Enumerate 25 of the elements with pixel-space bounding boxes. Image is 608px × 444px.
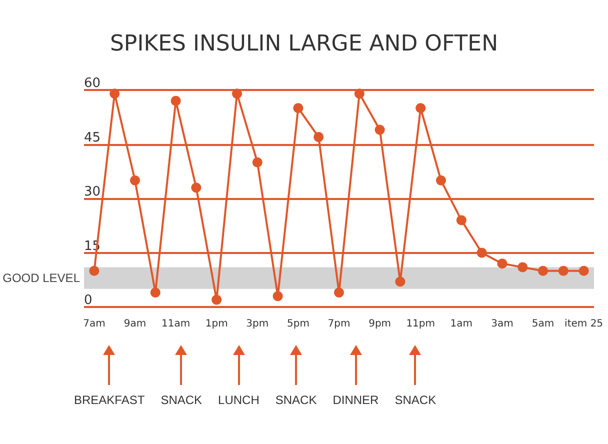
x-tick-label: 5pm bbox=[286, 318, 310, 330]
band-label: GOOD LEVEL bbox=[2, 271, 80, 286]
x-tick-label: 5am bbox=[532, 318, 554, 330]
text: SNACK bbox=[160, 393, 202, 407]
x-tick-label: 7pm bbox=[328, 318, 350, 330]
x-tick-label: 9am bbox=[124, 318, 146, 330]
chart-title: SPIKES INSULIN LARGE AND OFTEN bbox=[110, 32, 498, 56]
y-tick-label: 0 bbox=[84, 293, 92, 308]
x-tick-label: 3pm bbox=[246, 318, 269, 330]
x-tick-label: 11pm bbox=[406, 318, 436, 330]
y-tick-label: 60 bbox=[84, 76, 101, 91]
text: BREAKFAST bbox=[74, 393, 145, 407]
x-tick-label: 9pm bbox=[368, 318, 392, 330]
y-tick-label: 45 bbox=[84, 130, 101, 146]
x-tick-label: 7am bbox=[83, 318, 106, 330]
y-tick-label: 30 bbox=[84, 184, 101, 200]
x-tick-label: 11am bbox=[162, 318, 190, 330]
x-tick-label: 1am bbox=[450, 318, 473, 330]
text: SNACK bbox=[394, 393, 436, 407]
text: LUNCH bbox=[218, 393, 260, 407]
x-tick-label: 1pm bbox=[205, 318, 228, 330]
x-tick-label: 3am bbox=[491, 318, 514, 330]
text: SNACK bbox=[275, 393, 317, 407]
text: DINNER bbox=[332, 393, 379, 407]
x-tick-label: item 25 bbox=[564, 318, 604, 330]
